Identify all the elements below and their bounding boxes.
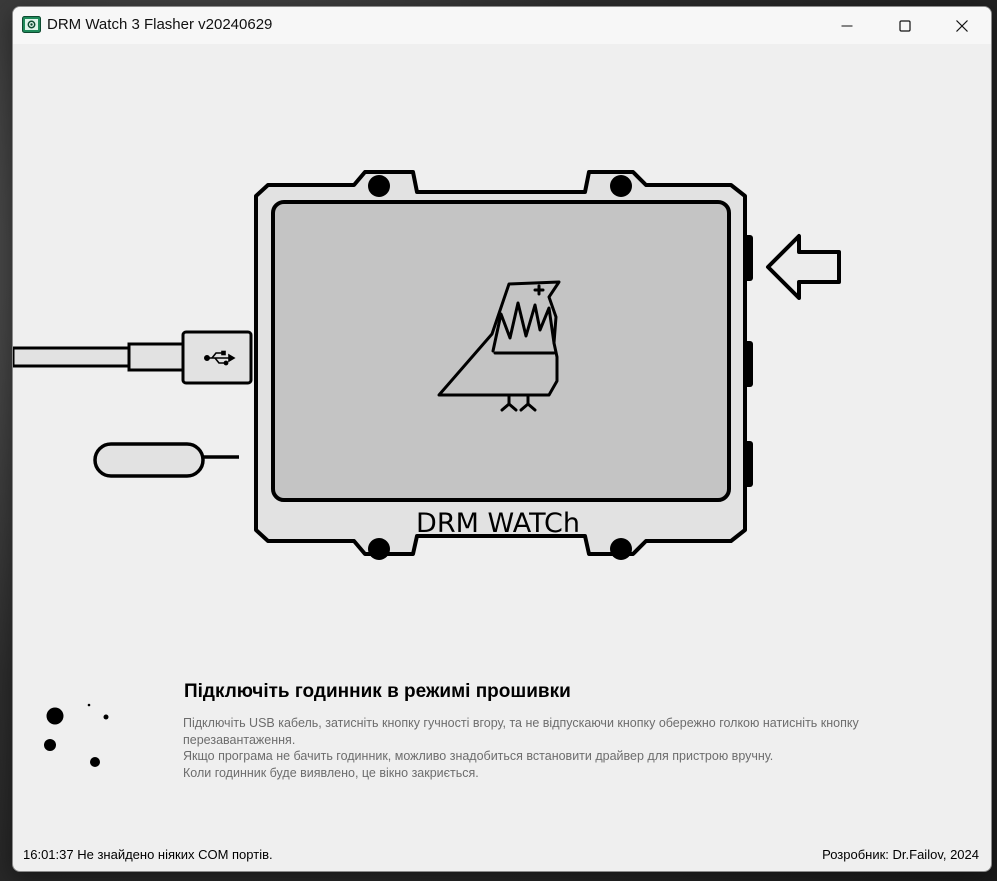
bird-logo-icon <box>437 280 561 412</box>
close-button[interactable] <box>933 7 991 44</box>
device-illustration: DRM WATCh <box>13 170 841 560</box>
sim-eject-pin <box>93 442 239 478</box>
instruction-text: Підключіть USB кабель, затисніть кнопку … <box>183 715 973 781</box>
instruction-line: Підключіть USB кабель, затисніть кнопку … <box>183 716 859 730</box>
usb-icon <box>204 350 236 366</box>
instruction-line: перезавантаження. <box>183 732 296 747</box>
developer-credit: Розробник: Dr.Failov, 2024 <box>822 847 979 862</box>
app-icon <box>22 16 41 33</box>
maximize-icon <box>899 19 911 32</box>
title-bar[interactable]: DRM Watch 3 Flasher v20240629 <box>13 7 991 44</box>
loading-spinner-icon <box>44 703 109 767</box>
device-label: DRM WATCh <box>416 508 580 539</box>
instruction-line: Коли годинник буде виявлено, це вікно за… <box>183 765 479 780</box>
status-message: 16:01:37 Не знайдено ніяких COM портів. <box>23 847 273 862</box>
maximize-button[interactable] <box>876 7 934 44</box>
window-title: DRM Watch 3 Flasher v20240629 <box>47 16 273 33</box>
instruction-line: Якщо програма не бачить годинник, можлив… <box>183 749 774 763</box>
minimize-icon <box>841 25 853 26</box>
drm-watch-device: DRM WATCh <box>254 170 753 560</box>
arrow-left-icon <box>766 234 841 300</box>
app-window: DRM Watch 3 Flasher v20240629 <box>12 6 992 872</box>
usb-cable <box>13 330 253 385</box>
close-icon <box>956 19 968 32</box>
instruction-heading: Підключіть годинник в режимі прошивки <box>184 681 571 702</box>
minimize-button[interactable] <box>818 7 876 44</box>
